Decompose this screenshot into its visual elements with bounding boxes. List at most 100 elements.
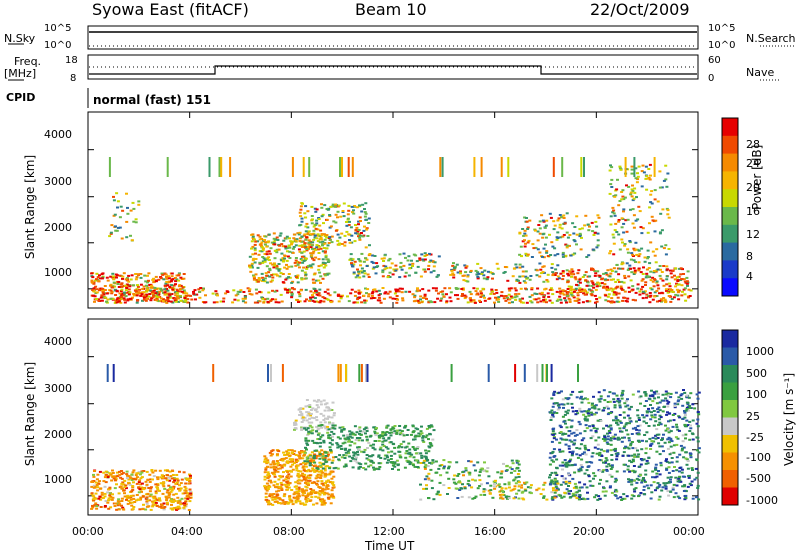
- data-cell: [268, 451, 272, 454]
- data-cell: [655, 295, 659, 297]
- data-cell: [272, 484, 276, 487]
- data-cell: [559, 298, 563, 301]
- data-cell: [300, 412, 304, 415]
- data-cell: [561, 274, 565, 277]
- data-cell: [559, 236, 563, 239]
- data-cell: [186, 298, 190, 301]
- data-cell: [100, 294, 104, 297]
- data-cell: [517, 463, 521, 466]
- data-cell: [546, 255, 550, 257]
- data-cell: [357, 446, 361, 449]
- data-cell: [398, 433, 402, 436]
- data-cell: [524, 275, 528, 278]
- data-cell: [593, 270, 597, 273]
- data-cell: [309, 298, 313, 301]
- data-cell: [155, 287, 159, 290]
- data-cell: [311, 407, 315, 410]
- data-cell: [287, 273, 291, 275]
- data-cell: [123, 486, 127, 489]
- data-cell: [395, 431, 399, 434]
- data-cell: [636, 287, 640, 290]
- data-cell: [315, 430, 318, 433]
- data-cell: [675, 288, 679, 291]
- data-cell: [571, 406, 574, 409]
- data-cell: [304, 478, 308, 481]
- data-cell: [414, 435, 418, 438]
- data-cell: [551, 496, 555, 499]
- data-cell: [614, 488, 618, 491]
- data-cell: [290, 296, 294, 299]
- data-cell: [198, 290, 202, 293]
- data-cell: [125, 473, 129, 476]
- data-cell: [623, 243, 627, 245]
- data-cell: [423, 293, 427, 296]
- data-cell: [404, 446, 408, 449]
- data-cell: [340, 456, 344, 459]
- data-cell: [479, 493, 483, 496]
- data-cell: [414, 299, 418, 302]
- data-cell: [655, 487, 659, 490]
- data-cell: [637, 478, 641, 481]
- data-cell: [164, 496, 168, 499]
- data-cell: [660, 229, 664, 232]
- data-cell: [300, 426, 304, 429]
- data-cell: [658, 186, 662, 189]
- data-cell: [671, 269, 675, 272]
- data-cell: [576, 291, 580, 294]
- data-cell: [276, 470, 280, 473]
- data-cell: [275, 267, 279, 270]
- data-cell: [323, 475, 327, 478]
- data-cell: [550, 491, 554, 494]
- data-cell: [285, 460, 289, 463]
- data-streak: [166, 157, 169, 177]
- data-cell: [294, 454, 298, 456]
- data-cell: [358, 234, 362, 237]
- freq-panel-frame: [87, 54, 699, 80]
- data-cell: [188, 488, 192, 491]
- data-cell: [270, 453, 274, 456]
- data-cell: [305, 267, 309, 270]
- data-cell: [104, 481, 108, 484]
- data-cell: [266, 297, 270, 300]
- data-cell: [626, 297, 630, 300]
- data-cell: [183, 485, 187, 488]
- data-cell: [583, 418, 587, 420]
- data-cell: [645, 484, 649, 487]
- data-cell: [643, 260, 647, 263]
- data-cell: [264, 468, 268, 471]
- data-cell: [319, 247, 323, 250]
- data-cell: [623, 196, 627, 199]
- data-cell: [616, 400, 620, 403]
- data-cell: [479, 267, 483, 270]
- data-cell: [613, 437, 617, 440]
- data-cell: [393, 425, 397, 427]
- data-cell: [104, 470, 108, 473]
- data-cell: [324, 482, 327, 485]
- data-cell: [113, 479, 117, 482]
- data-cell: [599, 478, 602, 481]
- data-cell: [342, 202, 346, 205]
- data-cell: [581, 398, 585, 401]
- data-cell: [296, 299, 300, 302]
- data-cell: [648, 163, 652, 166]
- data-cell: [300, 255, 304, 258]
- data-cell: [109, 284, 112, 287]
- data-cell: [576, 284, 580, 287]
- data-cell: [578, 287, 582, 290]
- data-cell: [686, 467, 690, 470]
- data-cell: [156, 478, 160, 481]
- data-cell: [384, 433, 388, 436]
- data-cell: [642, 266, 645, 269]
- data-cell: [304, 238, 308, 241]
- data-cell: [404, 290, 408, 293]
- data-cell: [355, 232, 359, 235]
- data-cell: [111, 493, 114, 496]
- data-cell: [636, 425, 640, 428]
- data-cell: [424, 449, 428, 452]
- data-cell: [323, 204, 327, 207]
- data-cell: [290, 241, 294, 244]
- data-cell: [447, 487, 451, 489]
- data-cell: [300, 479, 304, 482]
- data-cell: [666, 392, 670, 395]
- data-cell: [118, 298, 122, 301]
